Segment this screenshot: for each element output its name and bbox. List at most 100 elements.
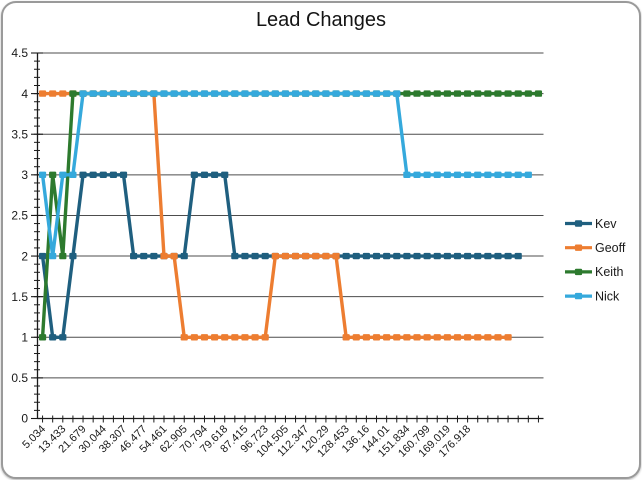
series-marker-nick [109,90,117,97]
series-marker-nick [140,90,148,97]
series-marker-nick [160,90,168,97]
series-marker-keith [474,90,482,97]
series-marker-kev [140,252,148,260]
series-marker-geoff [433,334,441,341]
series-marker-geoff [38,90,47,97]
series-marker-nick [352,90,360,97]
series-marker-kev [221,171,229,179]
series-marker-keith [423,90,431,97]
legend-label-nick: Nick [595,289,620,303]
series-marker-nick [281,90,290,97]
series-marker-nick [211,90,219,97]
series-marker-geoff [190,334,198,341]
series-marker-keith [49,171,57,179]
series-marker-keith [453,90,462,97]
series-marker-kev [484,252,492,260]
series-marker-keith [413,90,421,97]
y-tick-label: 1 [21,330,28,344]
y-tick-label: 1.5 [11,290,28,304]
series-marker-kev [423,252,431,260]
series-marker-geoff [423,334,431,341]
series-marker-geoff [231,334,239,341]
series-marker-geoff [291,252,300,260]
series-marker-geoff [494,334,502,341]
series-marker-nick [170,90,178,97]
series-marker-nick [38,171,47,179]
series-marker-geoff [200,334,209,341]
series-marker-geoff [241,334,249,341]
series-marker-nick [119,90,128,97]
series-marker-geoff [413,334,421,341]
series-marker-kev [433,252,441,260]
series-marker-geoff [302,252,310,260]
y-tick-label: 0 [21,412,28,426]
series-marker-nick [130,90,138,97]
series-marker-nick [200,90,209,97]
series-marker-nick [241,90,249,97]
series-marker-nick [372,90,381,97]
series-marker-keith [514,90,522,97]
series-marker-nick [251,90,259,97]
series-marker-kev [190,171,198,179]
series-marker-nick [69,171,77,179]
series-marker-keith [484,90,492,97]
series-marker-nick [494,171,502,179]
series-marker-kev [99,171,107,179]
y-tick-label: 0.5 [11,371,28,385]
series-marker-kev [251,252,259,260]
series-marker-nick [89,90,97,97]
series-marker-kev [109,171,117,179]
series-marker-nick [484,171,492,179]
series-marker-kev [150,252,158,260]
series-marker-kev [130,252,138,260]
series-marker-kev [413,252,421,260]
legend-marker-nick [574,292,583,300]
series-marker-keith [504,90,512,97]
series-marker-keith [59,252,67,260]
series-marker-nick [342,90,350,97]
series-marker-nick [271,90,279,97]
series-marker-geoff [281,252,290,260]
series-marker-geoff [180,334,188,341]
series-marker-geoff [372,334,381,341]
y-tick-label: 3 [21,168,28,182]
series-marker-keith [464,90,472,97]
series-marker-geoff [393,334,401,341]
series-marker-geoff [352,334,360,341]
series-marker-kev [474,252,482,260]
series-marker-geoff [342,334,350,341]
series-marker-kev [89,171,97,179]
series-marker-geoff [211,334,219,341]
series-marker-kev [119,171,128,179]
series-marker-kev [200,171,209,179]
series-marker-nick [49,252,57,260]
series-marker-kev [372,252,381,260]
series-marker-geoff [464,334,472,341]
series-marker-nick [231,90,239,97]
series-marker-kev [362,252,370,260]
y-tick-label: 4 [21,87,28,101]
series-marker-kev [342,252,350,260]
series-marker-keith [524,90,532,97]
series-marker-nick [514,171,522,179]
series-marker-geoff [332,252,340,260]
series-marker-nick [261,90,269,97]
series-marker-geoff [443,334,451,341]
series-marker-geoff [271,252,279,260]
series-marker-nick [403,171,411,179]
y-tick-label: 3.5 [11,127,28,141]
series-marker-kev [464,252,472,260]
series-marker-geoff [160,252,168,260]
series-marker-kev [241,252,249,260]
series-marker-kev [38,252,47,260]
series-marker-geoff [474,334,482,341]
series-marker-nick [464,171,472,179]
series-marker-kev [443,252,451,260]
series-marker-nick [302,90,310,97]
series-marker-geoff [312,252,320,260]
series-marker-nick [443,171,451,179]
series-marker-geoff [453,334,462,341]
